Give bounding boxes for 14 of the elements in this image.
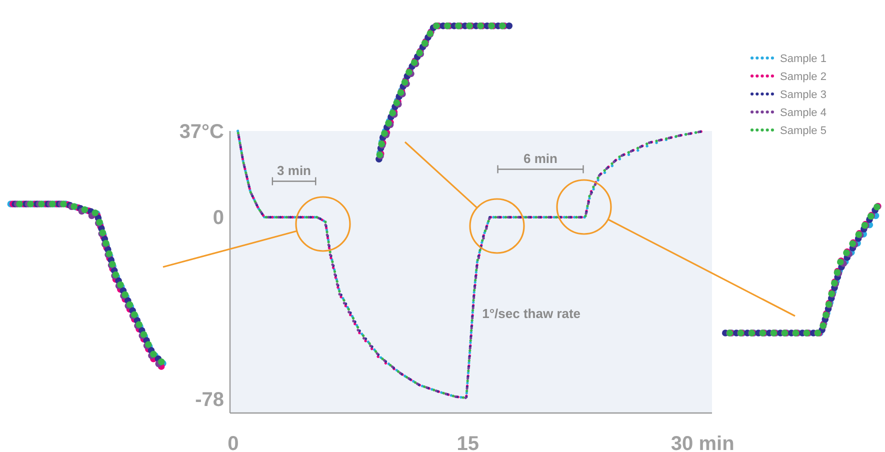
legend-label: Sample 5 <box>780 124 826 137</box>
annotation: 6 min <box>524 151 558 166</box>
legend-label: Sample 3 <box>780 88 826 101</box>
annotation: 3 min <box>277 163 312 178</box>
y-tick-label: -78 <box>195 389 224 412</box>
y-tick-label: 37°C <box>179 121 224 143</box>
x-tick-label: 15 <box>456 433 479 452</box>
legend-label: Sample 1 <box>780 52 826 65</box>
legend-label: Sample 2 <box>780 70 826 83</box>
annotation: 1°/sec thaw rate <box>482 306 581 321</box>
y-tick-label: 0 <box>212 207 224 230</box>
x-tick-label: 30 min <box>670 433 734 452</box>
legend-label: Sample 4 <box>780 106 826 119</box>
x-tick-label: 0 <box>228 433 239 452</box>
